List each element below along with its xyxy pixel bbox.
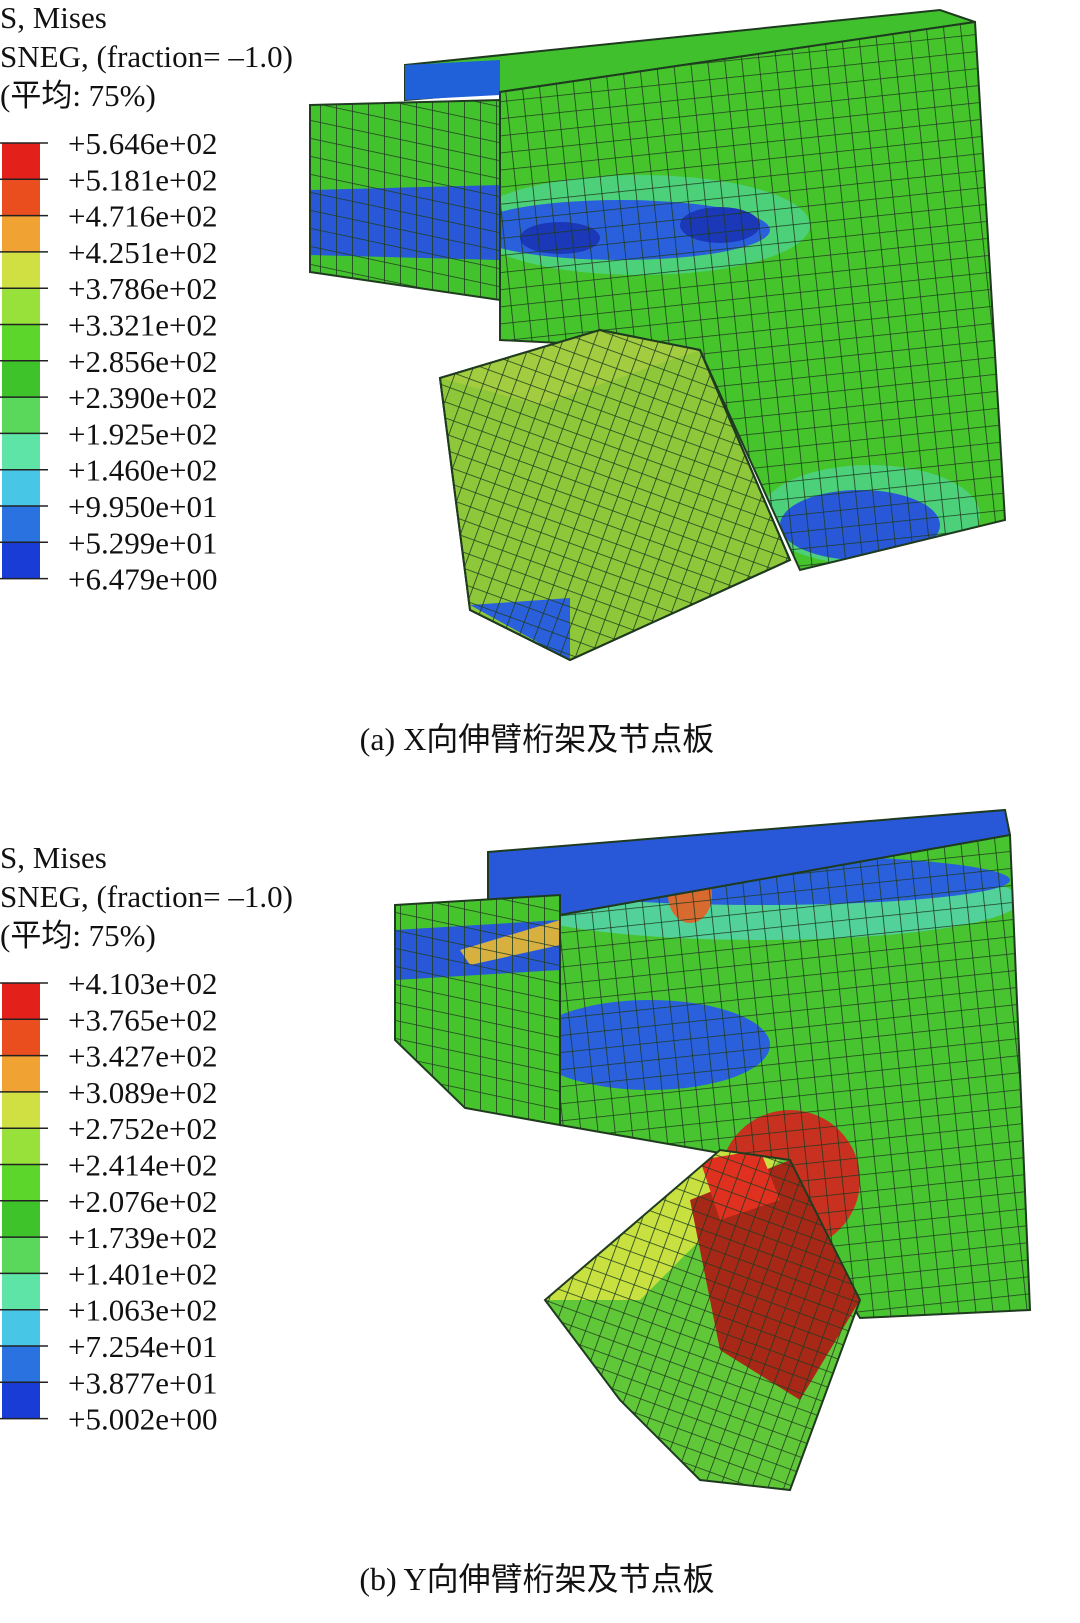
legend-swatch — [2, 1273, 40, 1311]
legend-label: +1.460e+02 — [68, 453, 217, 488]
legend-swatch — [2, 1019, 40, 1057]
legend-label: +3.427e+02 — [68, 1039, 217, 1074]
legend-label: +1.925e+02 — [68, 416, 217, 451]
legend-label: +6.479e+00 — [68, 562, 217, 597]
legend-swatch — [2, 1309, 40, 1347]
legend-title: (平均: 75%) — [0, 918, 156, 953]
legend-label: +1.739e+02 — [68, 1220, 217, 1255]
caption: (a) X向伸臂桁架及节点板 — [360, 721, 715, 757]
legend-label: +2.752e+02 — [68, 1111, 217, 1146]
legend-label: +4.103e+02 — [68, 966, 217, 1001]
legend-label: +1.063e+02 — [68, 1293, 217, 1328]
legend-swatch — [2, 143, 40, 180]
legend-swatch — [2, 983, 40, 1020]
legend-title: S, Mises — [0, 0, 107, 35]
legend-swatch — [2, 1237, 40, 1274]
legend-swatch — [2, 1091, 40, 1129]
legend-title: S, Mises — [0, 840, 107, 875]
legend-label: +2.856e+02 — [68, 344, 217, 379]
legend-title: SNEG, (fraction= –1.0) — [0, 879, 293, 914]
legend-label: +5.002e+00 — [68, 1402, 217, 1437]
legend-label: +3.321e+02 — [68, 308, 217, 343]
legend-swatch — [2, 288, 40, 325]
legend-title: SNEG, (fraction= –1.0) — [0, 39, 293, 74]
legend-label: +4.251e+02 — [68, 235, 217, 270]
legend-swatch — [2, 1164, 40, 1202]
legend-swatch — [2, 251, 40, 289]
legend-swatch — [2, 1346, 40, 1383]
legend-swatch — [2, 1128, 40, 1165]
legend-label: +5.181e+02 — [68, 162, 217, 197]
legend-label: +3.877e+01 — [68, 1365, 217, 1400]
legend-label: +5.646e+02 — [68, 126, 217, 161]
legend-swatch — [2, 433, 40, 471]
legend-swatch — [2, 1382, 40, 1420]
legend-label: +5.299e+01 — [68, 525, 217, 560]
legend-label: +3.089e+02 — [68, 1075, 217, 1110]
legend-swatch — [2, 1200, 40, 1238]
legend-label: +4.716e+02 — [68, 199, 217, 234]
legend-label: +1.401e+02 — [68, 1256, 217, 1291]
legend-swatch — [2, 324, 40, 362]
legend-swatch — [2, 469, 40, 507]
legend-swatch — [2, 1055, 40, 1093]
model-b — [394, 808, 1032, 1492]
legend-label: +3.786e+02 — [68, 271, 217, 306]
legend-label: +2.414e+02 — [68, 1148, 217, 1183]
legend-swatch — [2, 215, 40, 253]
legend-title: (平均: 75%) — [0, 78, 156, 113]
legend-swatch — [2, 542, 40, 580]
caption: (b) Y向伸臂桁架及节点板 — [359, 1561, 714, 1597]
legend-label: +9.950e+01 — [68, 489, 217, 524]
legend-label: +3.765e+02 — [68, 1002, 217, 1037]
legends: S, Mises SNEG, (fraction= –1.0) (平均: 75%) +… — [0, 0, 715, 1597]
legend-label: +2.076e+02 — [68, 1184, 217, 1219]
model-a — [309, 8, 1007, 662]
legend-swatch — [2, 397, 40, 434]
legend-swatch — [2, 360, 40, 398]
legend-swatch — [2, 179, 40, 217]
legend-label: +7.254e+01 — [68, 1329, 217, 1364]
legend-swatch — [2, 506, 40, 543]
legend-label: +2.390e+02 — [68, 380, 217, 415]
